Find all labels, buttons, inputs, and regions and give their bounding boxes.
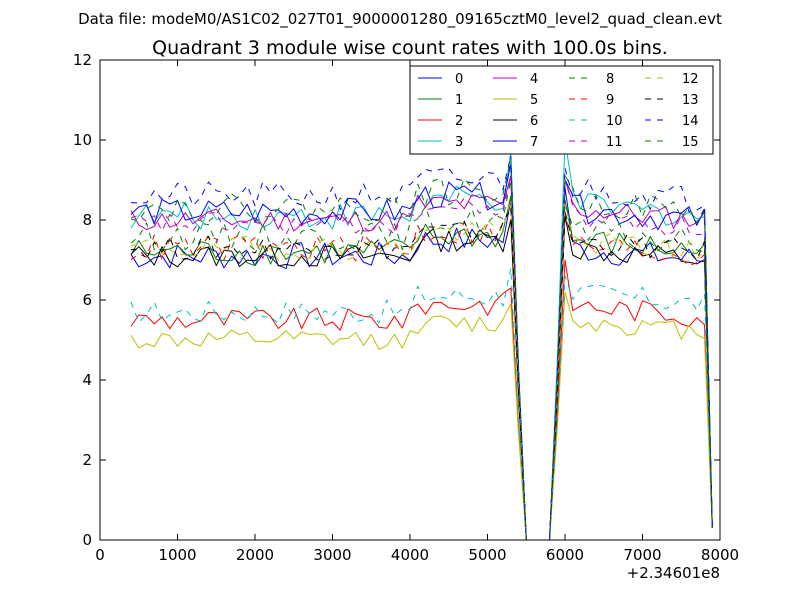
y-tick-label: 2: [82, 451, 92, 469]
series-line-8: [130, 179, 713, 541]
series-line-4: [130, 175, 713, 541]
series-line-3: [130, 139, 713, 541]
data-file-label: Data file: modeM0/AS1C02_027T01_90000012…: [78, 10, 722, 29]
legend-label-10: 10: [606, 114, 623, 129]
axes: 0 1000 2000 3000 4000 5000 6000 7000 80000246810…: [73, 51, 739, 564]
x-tick-label: 4000: [391, 546, 429, 564]
y-tick-label: 12: [73, 51, 92, 69]
y-tick-label: 0: [82, 531, 92, 549]
x-tick-label: 6000: [546, 546, 584, 564]
x-tick-label: 5000: [468, 546, 506, 564]
x-tick-label: 7000: [623, 546, 661, 564]
legend-label-6: 6: [530, 114, 538, 129]
series-line-1: [130, 195, 713, 541]
series-line-14: [130, 155, 713, 541]
series-line-12: [130, 199, 713, 541]
legend-label-4: 4: [530, 72, 538, 87]
x-tick-label: 3000: [313, 546, 351, 564]
legend-label-13: 13: [682, 93, 699, 108]
y-tick-label: 6: [82, 291, 92, 309]
legend-label-1: 1: [455, 93, 463, 108]
legend-label-5: 5: [530, 93, 538, 108]
series-line-6: [130, 215, 713, 541]
legend-label-11: 11: [606, 135, 623, 150]
y-tick-label: 4: [82, 371, 92, 389]
series-line-7: [130, 163, 713, 541]
legend-box: [409, 65, 714, 155]
series-line-10: [130, 267, 713, 541]
series-line-15: [130, 159, 713, 541]
x-tick-label: 2000: [236, 546, 274, 564]
y-tick-label: 8: [82, 211, 92, 229]
plot-lines: [130, 139, 713, 541]
legend-label-0: 0: [455, 72, 463, 87]
x-tick-label: 8000: [701, 546, 739, 564]
legend-label-2: 2: [455, 114, 463, 129]
x-offset-label: +2.34601e8: [627, 564, 720, 582]
legend-label-15: 15: [682, 135, 699, 150]
series-line-13: [130, 207, 713, 541]
legend-label-9: 9: [606, 93, 614, 108]
series-line-5: [130, 291, 713, 541]
series-line-2: [130, 259, 713, 541]
legend-label-12: 12: [682, 72, 699, 87]
x-tick-label: 0: [95, 546, 105, 564]
legend-label-3: 3: [455, 135, 463, 150]
y-tick-label: 10: [73, 131, 92, 149]
x-tick-label: 1000: [158, 546, 196, 564]
series-line-11: [130, 175, 713, 541]
legend-label-14: 14: [682, 114, 699, 129]
legend-label-7: 7: [530, 135, 538, 150]
legend-label-8: 8: [606, 72, 614, 87]
chart-title: Quadrant 3 module wise count rates with …: [152, 37, 668, 59]
